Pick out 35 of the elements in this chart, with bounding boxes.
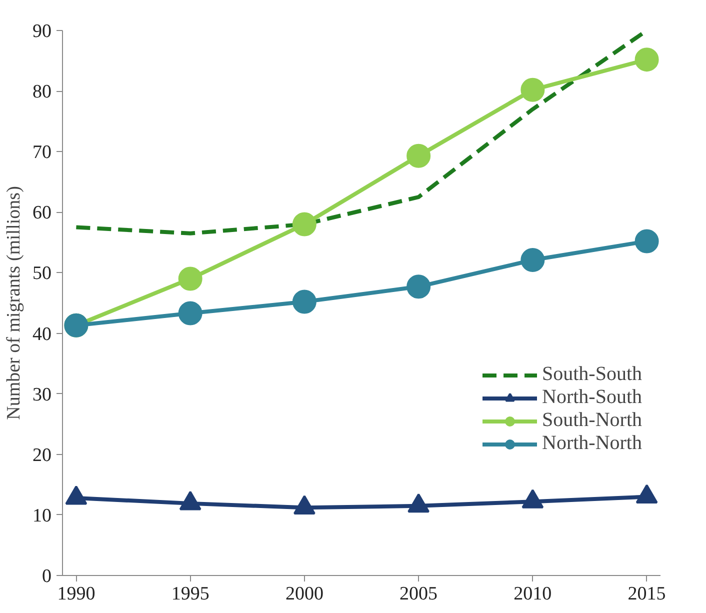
x-tick-label: 2015 — [628, 584, 666, 604]
x-tick-label: 1990 — [57, 584, 96, 604]
point — [408, 493, 430, 513]
legend-label: South-North — [542, 409, 642, 432]
point — [65, 485, 88, 505]
point — [292, 290, 316, 314]
point — [634, 229, 659, 254]
legend-label: North-South — [542, 386, 642, 409]
y-tick-label: 40 — [32, 324, 52, 345]
x-tick-label: 2000 — [285, 584, 324, 604]
point — [178, 301, 202, 326]
x-tick-label: 1995 — [171, 584, 210, 604]
point — [636, 484, 658, 504]
y-tick-label: 90 — [32, 21, 52, 42]
y-tick-label: 20 — [32, 444, 52, 466]
point — [293, 495, 316, 514]
y-tick-label: 60 — [32, 202, 52, 224]
point — [406, 144, 431, 168]
y-axis-title: Number of migrants (millions) — [4, 186, 24, 420]
point — [179, 490, 202, 510]
y-tick-label: 0 — [42, 566, 52, 587]
y-tick-label: 70 — [32, 142, 52, 164]
point — [178, 266, 202, 291]
point — [522, 489, 544, 508]
y-tick-label: 50 — [32, 263, 52, 284]
x-tick-label: 2010 — [514, 584, 552, 604]
y-tick-label: 30 — [32, 384, 52, 406]
legend-label: North-North — [542, 432, 642, 455]
point — [406, 274, 431, 299]
y-tick-label: 80 — [32, 82, 52, 103]
x-tick-label: 2005 — [400, 584, 438, 604]
point — [292, 212, 316, 236]
legend-label: South-South — [542, 363, 642, 386]
y-tick-label: 10 — [32, 505, 52, 526]
point — [520, 248, 545, 272]
